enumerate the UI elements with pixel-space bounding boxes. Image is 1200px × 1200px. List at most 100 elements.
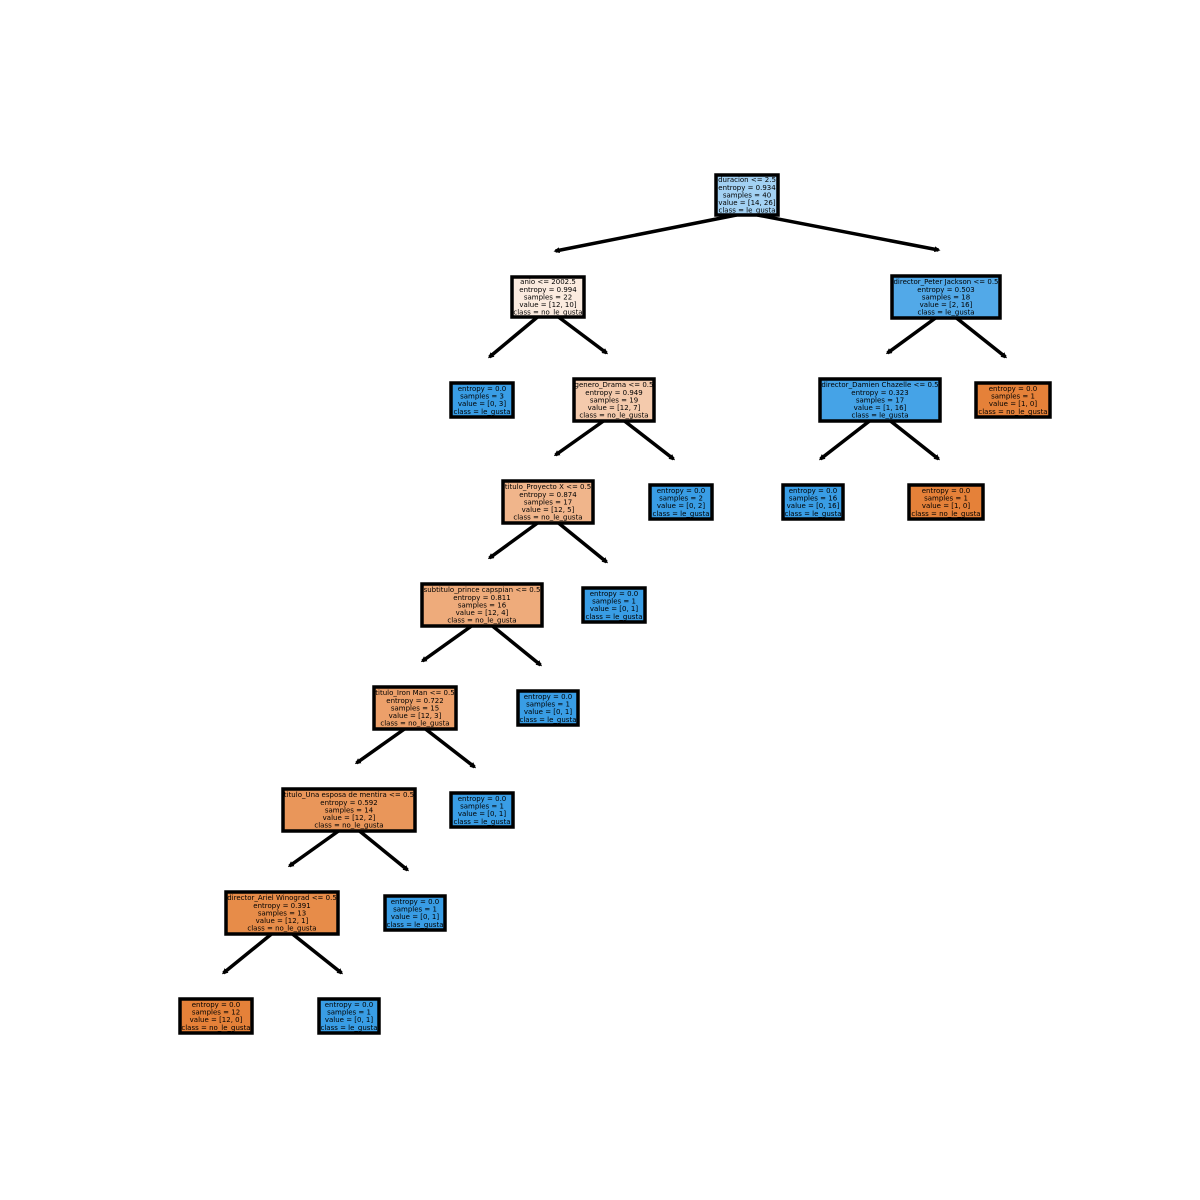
tree-node-box [510,275,586,319]
tree-node-box [890,274,1002,320]
tree-node-box [501,479,595,525]
tree-edge-n16-n20 [955,316,1008,359]
tree-node-line: value = [12, 10] [519,301,576,309]
tree-node-line: samples = 14 [325,806,374,814]
tree-node-line: value = [12, 3] [389,712,442,720]
tree-edge-n3-n4 [553,419,605,457]
tree-node-box [907,483,985,521]
tree-node-line: samples = 22 [524,293,572,301]
tree-node-line: entropy = 0.0 [192,1001,241,1009]
tree-node-line: value = [12, 7] [588,404,641,412]
tree-node-line: entropy = 0.874 [519,491,577,499]
tree-node-line: duracion <= 2.5 [718,176,776,184]
tree-node-line: director_Damien Chazelle <= 0.5 [821,381,938,389]
tree-node-line: value = [0, 1] [391,913,440,921]
tree-node-line: value = [12, 4] [456,609,509,617]
tree-edge-n5-n13 [491,624,543,667]
tree-node-line: samples = 18 [922,293,970,301]
tree-node-line: class = le_gusta [652,510,709,518]
tree-edges [221,213,1008,975]
tree-node-line: samples = 16 [789,495,838,503]
tree-node-line: class = no_le_gusta [314,822,383,830]
tree-node-line: samples = 19 [590,396,638,404]
tree-node-box [178,997,254,1035]
tree-node-box [781,483,845,521]
tree-edge-n8-n10 [291,932,344,975]
tree-node-line: samples = 1 [526,701,570,709]
tree-node-line: entropy = 0.592 [320,799,377,807]
tree-edge-n17-n19 [889,419,941,461]
tree-node-line: value = [1, 16] [854,404,907,412]
tree-node-line: entropy = 0.391 [253,902,310,910]
tree-node-line: class = no_le_gusta [911,510,980,518]
tree-node-line: class = no_le_gusta [247,925,316,933]
tree-edge-root-n1 [553,213,737,254]
tree-node-line: value = [0, 1] [325,1016,374,1024]
tree-node-line: class = no_le_gusta [380,720,449,728]
tree-edge-n3-n15 [623,419,676,461]
tree-node-line: samples = 1 [393,906,437,914]
tree-node-line: titulo_Iron Man <= 0.5 [375,689,454,697]
tree-edge-n6-n12 [424,727,477,769]
tree-node-line: value = [0, 16] [787,502,840,510]
tree-node-line: entropy = 0.949 [585,389,642,397]
tree-node-line: value = [12, 1] [256,917,309,925]
tree-node-line: director_Peter Jackson <= 0.5 [893,278,998,286]
tree-node-line: entropy = 0.0 [989,385,1038,393]
tree-node-box [516,689,580,727]
tree-node-box [714,173,780,217]
tree-node-line: value = [0, 1] [524,708,573,716]
tree-node-line: entropy = 0.934 [718,184,776,192]
tree-edge-root-n16 [757,213,941,253]
tree-edge-n16-n17 [885,316,937,355]
tree-node-line: value = [0, 2] [657,502,706,510]
tree-node-line: entropy = 0.811 [453,594,510,602]
tree-node-line: class = le_gusta [320,1024,377,1032]
tree-node-line: value = [0, 1] [590,605,639,613]
tree-node-line: value = [0, 1] [458,810,507,818]
tree-node-line: samples = 40 [723,191,771,199]
tree-edge-n1-n2 [487,315,539,359]
tree-node-line: class = no_le_gusta [513,309,582,317]
tree-node-line: samples = 2 [659,495,703,503]
tree-node-line: entropy = 0.0 [657,487,706,495]
tree-node-box [449,381,515,419]
tree-node-line: entropy = 0.323 [851,389,908,397]
tree-node-box [224,890,340,936]
tree-node-line: entropy = 0.722 [386,697,443,705]
tree-edge-n4-n5 [487,521,539,560]
tree-edge-n5-n6 [420,624,473,663]
tree-node-box [281,787,417,833]
tree-edge-n6-n7 [354,727,406,765]
tree-node-line: samples = 1 [460,803,504,811]
tree-node-line: genero_Drama <= 0.5 [575,381,654,389]
tree-node-box [648,483,714,521]
tree-edge-n8-n9 [221,932,273,975]
tree-node-line: class = le_gusta [718,207,775,215]
tree-node-line: class = le_gusta [453,408,510,416]
tree-node-line: samples = 16 [458,601,507,609]
tree-node-line: class = no_le_gusta [513,514,582,522]
tree-node-line: value = [0, 3] [458,400,507,408]
tree-node-line: entropy = 0.0 [789,487,838,495]
tree-node-line: entropy = 0.503 [917,286,974,294]
tree-node-line: titulo_Una esposa de mentira <= 0.5 [284,791,414,799]
tree-node-line: class = no_le_gusta [181,1024,250,1032]
tree-node-box [581,586,647,624]
